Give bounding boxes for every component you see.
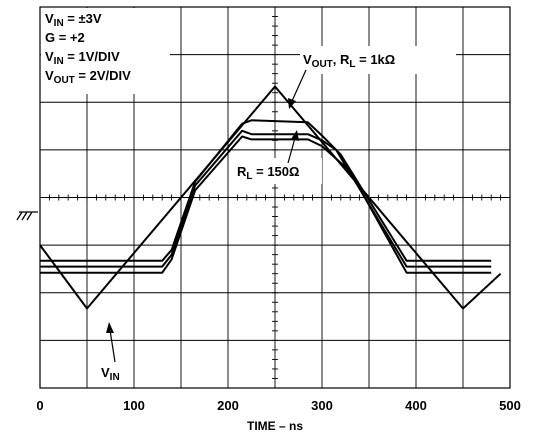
annotation-box bbox=[41, 8, 170, 94]
x-tick-label: 400 bbox=[405, 398, 427, 413]
annotation-vin-range: VIN = ±3V bbox=[45, 11, 102, 29]
x-tick-label: 300 bbox=[311, 398, 333, 413]
label-vin: VIN bbox=[101, 365, 120, 383]
label-vout-1k: VOUT, RL = 1kΩ bbox=[303, 52, 395, 70]
trace-3 bbox=[40, 135, 492, 274]
annotation-vout-scale: VOUT = 2V/DIV bbox=[45, 68, 131, 86]
annotation-vin-scale: VIN = 1V/DIV bbox=[45, 49, 120, 67]
rl150-label-bg bbox=[232, 158, 322, 184]
vin-label-bg bbox=[98, 362, 130, 384]
label-rl-150: RL = 150Ω bbox=[237, 164, 299, 182]
vout-label-bg bbox=[300, 46, 456, 74]
ground-icon bbox=[16, 211, 38, 221]
x-tick-label: 200 bbox=[217, 398, 239, 413]
x-tick-labels: 0 100 200 300 400 500 bbox=[36, 398, 520, 413]
arrow-vout-1k bbox=[288, 69, 307, 109]
x-tick-label: 100 bbox=[123, 398, 145, 413]
traces bbox=[39, 85, 502, 310]
x-axis-title: TIME – ns bbox=[247, 419, 303, 433]
x-tick-label: 500 bbox=[499, 398, 521, 413]
arrow-vin bbox=[106, 322, 116, 363]
trace-0 bbox=[39, 85, 502, 310]
trace-1 bbox=[40, 119, 492, 262]
arrow-rl-150 bbox=[287, 130, 299, 164]
annotation-gain: G = +2 bbox=[45, 30, 85, 45]
x-tick-label: 0 bbox=[36, 398, 43, 413]
